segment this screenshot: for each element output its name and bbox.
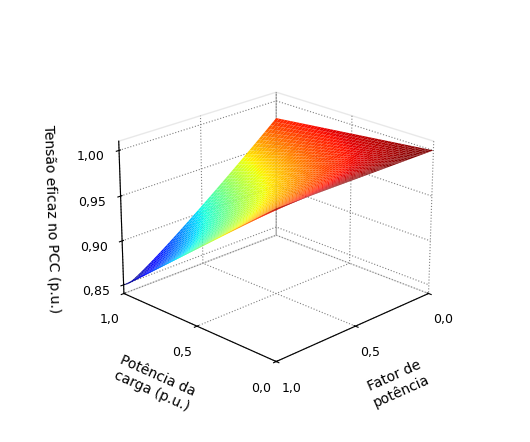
Y-axis label: Potência da
carga (p.u.): Potência da carga (p.u.) [111, 354, 198, 414]
X-axis label: Fator de
potência: Fator de potência [364, 358, 431, 410]
